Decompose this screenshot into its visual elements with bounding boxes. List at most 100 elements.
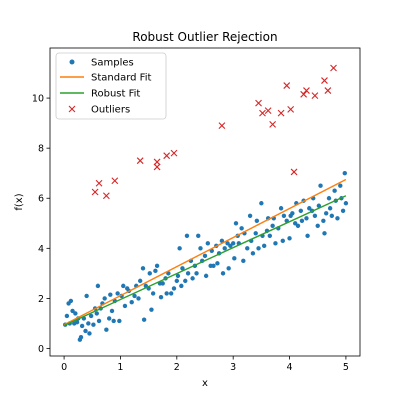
sample-point (273, 241, 278, 246)
sample-point (299, 218, 305, 223)
sample-point (73, 311, 78, 316)
sample-point (83, 328, 88, 334)
sample-point (194, 271, 199, 276)
legend-box (55, 52, 167, 120)
sample-point (305, 233, 310, 239)
y-axis-label: f(x) (14, 193, 25, 210)
sample-point (150, 291, 156, 296)
sample-point (106, 316, 112, 321)
x-tick-label: 4 (287, 362, 293, 373)
sample-point (171, 286, 177, 291)
outlier-point (95, 179, 103, 187)
sample-point (267, 233, 273, 239)
legend-label-samples: Samples (91, 58, 134, 69)
sample-point (332, 188, 337, 193)
sample-point (121, 283, 126, 289)
x-tick-label: 5 (343, 362, 349, 373)
chart-title: Robust Outlier Rejection (132, 30, 277, 44)
sample-point (154, 263, 160, 269)
sample-point (179, 283, 184, 289)
outlier-point (303, 87, 310, 94)
sample-point (312, 213, 318, 218)
sample-point (259, 201, 264, 206)
outlier-point (300, 90, 308, 98)
outlier-point (321, 77, 328, 84)
sample-point (108, 292, 113, 297)
sample-point (95, 283, 101, 289)
sample-point (129, 299, 134, 305)
sample-point (219, 238, 225, 244)
sample-point (322, 231, 327, 236)
sample-point (109, 308, 115, 314)
sample-point (68, 298, 74, 304)
sample-point (228, 243, 233, 249)
sample-point (245, 246, 250, 251)
sample-point (64, 313, 70, 319)
sample-point (91, 322, 96, 327)
sample-point (184, 233, 190, 239)
sample-point (295, 223, 301, 228)
x-tick-label: 3 (230, 362, 236, 373)
sample-point (160, 281, 165, 286)
x-tick-label: 2 (174, 362, 180, 373)
sample-point (203, 273, 209, 279)
sample-point (254, 218, 260, 223)
sample-point (174, 278, 180, 284)
sample-point (158, 294, 164, 300)
y-tick-label: 4 (38, 244, 44, 255)
sample-point (253, 231, 258, 236)
sample-point (177, 246, 182, 251)
sample-point (211, 263, 216, 269)
sample-point (225, 241, 230, 246)
outlier-point (311, 92, 319, 99)
sample-point (185, 271, 191, 276)
sample-point (278, 206, 284, 211)
sample-point (111, 318, 116, 324)
y-tick-label: 8 (38, 144, 44, 155)
sample-point (164, 291, 169, 296)
outlier-point (218, 122, 226, 130)
sample-point (96, 318, 102, 324)
sample-point (232, 256, 237, 261)
y-tick-label: 2 (38, 294, 44, 305)
outlier-point (170, 149, 178, 157)
x-axis-label: x (202, 378, 208, 389)
outlier-point (153, 163, 161, 171)
sample-point (230, 241, 236, 246)
sample-point (141, 317, 147, 322)
sample-point (117, 318, 122, 324)
outlier-point (330, 64, 337, 72)
sample-point (132, 293, 137, 299)
outlier-point (255, 99, 262, 107)
y-tick-label: 6 (38, 194, 44, 205)
standard-fit-line (63, 178, 347, 326)
legend-label-robust-fit: Robust Fit (91, 89, 140, 100)
sample-point (102, 296, 107, 301)
outlier-point (163, 152, 171, 160)
sample-point (104, 327, 109, 332)
sample-point (256, 246, 261, 251)
sample-point (115, 291, 120, 296)
sample-point (149, 307, 154, 312)
axis-ticks: 0 1 2 3 4 5 0 2 4 6 8 10 (32, 94, 349, 373)
outlier-point (153, 158, 161, 166)
sample-point (343, 201, 349, 206)
sample-point (304, 216, 309, 221)
plot-frame (49, 47, 361, 357)
sample-point (261, 243, 267, 249)
sample-point (94, 311, 99, 316)
sample-point (140, 266, 146, 271)
outlier-point (283, 82, 291, 89)
robust-fit-line (63, 195, 347, 327)
sample-point (233, 221, 239, 226)
plot-area (63, 64, 349, 342)
sample-point (175, 273, 181, 279)
outlier-point (91, 188, 99, 196)
sample-point (340, 208, 346, 213)
sample-point (329, 213, 335, 218)
sample-point (137, 278, 143, 284)
sample-point (290, 211, 295, 216)
sample-point (280, 238, 285, 244)
sample-point (122, 303, 128, 309)
